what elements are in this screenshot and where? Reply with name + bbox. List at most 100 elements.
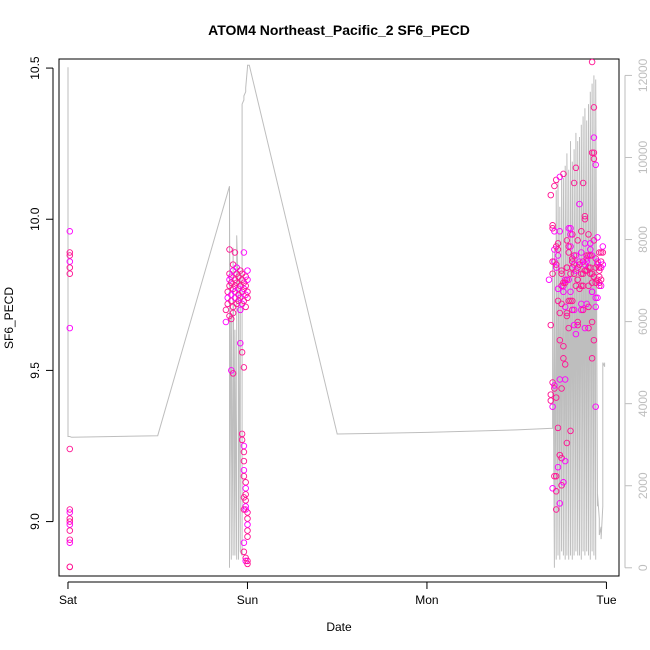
data-point — [558, 270, 565, 277]
data-point — [588, 355, 596, 362]
data-point — [579, 282, 587, 290]
data-point — [244, 267, 251, 274]
data-point — [242, 485, 249, 492]
data-point — [572, 282, 580, 290]
data-point — [547, 397, 555, 404]
data-point — [585, 252, 592, 259]
data-point — [565, 297, 572, 305]
data-point — [242, 303, 249, 311]
data-point — [590, 155, 598, 163]
data-point — [594, 234, 601, 241]
data-point — [581, 324, 589, 332]
data-point — [567, 288, 574, 296]
data-point — [244, 557, 251, 565]
data-point — [238, 436, 246, 444]
data-point — [551, 385, 558, 392]
line-series — [67, 64, 606, 568]
data-point — [569, 306, 576, 314]
data-point — [574, 264, 581, 271]
data-point — [222, 306, 230, 314]
x-tick-label: Tue — [596, 593, 617, 607]
data-point — [66, 270, 74, 277]
y2-tick-label: 4000 — [636, 390, 650, 417]
y2-tick-label: 6000 — [636, 308, 650, 335]
data-point — [599, 243, 607, 250]
data-point — [585, 303, 592, 311]
data-point — [240, 249, 248, 256]
data-point — [558, 267, 565, 274]
data-point — [554, 463, 562, 471]
x-axis: Sat Sun Mon Tue — [59, 581, 617, 607]
data-point — [567, 270, 574, 277]
data-point — [242, 506, 249, 513]
data-point — [552, 394, 560, 401]
data-point — [588, 288, 596, 296]
data-point — [226, 246, 233, 253]
data-point — [578, 306, 585, 314]
x-tick-label: Sat — [59, 593, 78, 607]
data-point — [592, 294, 599, 302]
x-tick-label: Sun — [237, 593, 258, 607]
data-point — [581, 212, 589, 220]
data-point — [66, 563, 74, 571]
data-point — [596, 264, 603, 271]
data-point — [563, 439, 571, 447]
data-point — [554, 424, 562, 432]
data-point — [567, 243, 574, 250]
data-point — [237, 306, 244, 314]
data-point — [222, 318, 230, 326]
data-point — [561, 457, 569, 465]
y-tick-label: 10.0 — [28, 207, 42, 231]
data-point — [590, 104, 598, 111]
data-point — [545, 276, 553, 283]
data-point — [238, 349, 246, 356]
data-point — [587, 240, 594, 247]
x-tick-label: Mon — [415, 593, 438, 607]
data-point — [551, 472, 558, 480]
y-tick-label: 10.5 — [28, 56, 42, 80]
data-point — [552, 472, 560, 480]
data-point — [554, 285, 562, 293]
data-point — [570, 179, 578, 187]
data-point — [581, 261, 589, 268]
data-point — [574, 321, 581, 329]
data-point — [565, 225, 572, 232]
data-point — [592, 161, 599, 169]
data-point — [237, 267, 244, 274]
data-point — [242, 282, 249, 290]
data-point — [560, 170, 567, 178]
data-point — [66, 527, 74, 534]
data-point — [554, 240, 562, 247]
data-point — [240, 457, 248, 465]
data-point — [590, 134, 598, 141]
data-point — [240, 548, 248, 556]
data-point — [560, 355, 567, 362]
data-point — [229, 309, 237, 317]
data-point — [556, 376, 564, 383]
data-point — [66, 539, 74, 546]
data-point — [556, 336, 564, 344]
data-point — [581, 215, 589, 223]
data-point — [597, 282, 605, 290]
data-point — [231, 249, 239, 256]
data-point — [552, 264, 560, 271]
data-point — [563, 237, 571, 244]
data-point — [570, 252, 578, 259]
data-point — [563, 309, 571, 317]
data-point — [549, 403, 556, 410]
data-point — [567, 297, 574, 305]
y2-tick-label: 10000 — [636, 140, 650, 174]
data-point — [565, 276, 572, 283]
data-point — [588, 149, 596, 156]
y-tick-label: 9.5 — [28, 362, 42, 379]
data-point — [244, 294, 251, 302]
data-point — [574, 237, 581, 244]
data-point — [560, 479, 567, 486]
data-point — [66, 228, 74, 235]
data-point — [66, 509, 74, 516]
data-point — [596, 267, 603, 274]
data-point — [552, 261, 560, 268]
data-point — [567, 427, 574, 435]
